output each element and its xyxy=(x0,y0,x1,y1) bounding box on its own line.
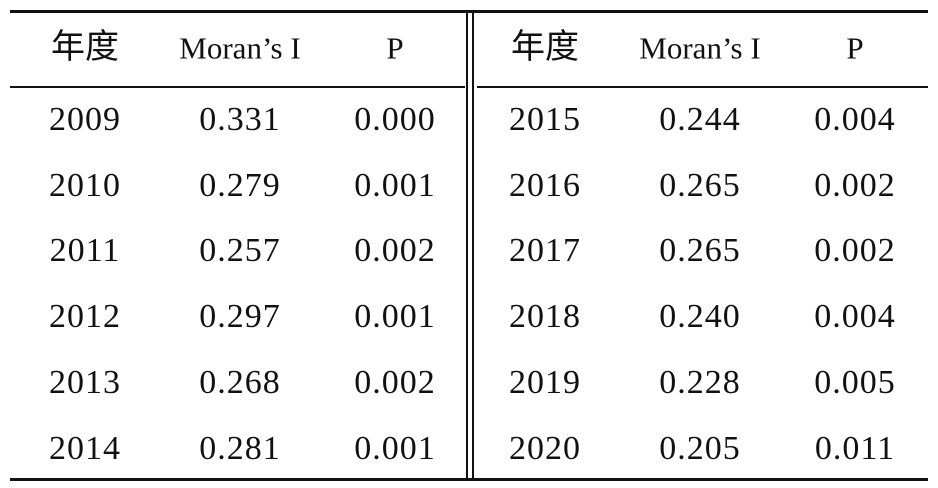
header-cell: P xyxy=(846,30,864,66)
cell: 0.297 xyxy=(199,298,281,335)
cell: 2019 xyxy=(509,364,581,401)
cell: 0.001 xyxy=(354,167,436,204)
cell: 0.000 xyxy=(354,101,436,138)
cell: 0.002 xyxy=(814,167,896,204)
cell: 0.205 xyxy=(659,430,741,467)
cell: 0.001 xyxy=(354,298,436,335)
cell: 0.005 xyxy=(814,364,896,401)
cell: 2012 xyxy=(49,298,121,335)
cell: 0.279 xyxy=(199,167,281,204)
cell: 2017 xyxy=(509,232,581,269)
cell: 0.001 xyxy=(354,430,436,467)
cell: 0.228 xyxy=(659,364,741,401)
cell: 2014 xyxy=(49,430,121,467)
cell: 0.004 xyxy=(814,101,896,138)
cell: 0.240 xyxy=(659,298,741,335)
cell: 2018 xyxy=(509,298,581,335)
cell: 0.257 xyxy=(199,232,281,269)
cell: 0.265 xyxy=(659,232,741,269)
cell: 2011 xyxy=(49,232,121,269)
cell: 2016 xyxy=(509,167,581,204)
cell: 0.268 xyxy=(199,364,281,401)
header-rule xyxy=(10,86,465,88)
bottom-rule xyxy=(10,478,928,481)
divider xyxy=(472,10,474,481)
cell: 2020 xyxy=(509,430,581,467)
cell: 0.002 xyxy=(354,364,436,401)
top-rule xyxy=(10,10,928,13)
header-cell: 年度 xyxy=(511,29,579,66)
cell: 0.011 xyxy=(814,430,896,467)
header-rule xyxy=(477,86,928,88)
header-cell: P xyxy=(386,30,404,66)
cell: 0.281 xyxy=(199,430,281,467)
cell: 0.004 xyxy=(814,298,896,335)
divider xyxy=(466,10,468,481)
cell: 0.002 xyxy=(814,232,896,269)
cell: 2010 xyxy=(49,167,121,204)
cell: 0.244 xyxy=(659,101,741,138)
cell: 2013 xyxy=(49,364,121,401)
cell: 2009 xyxy=(49,101,121,138)
cell: 0.265 xyxy=(659,167,741,204)
cell: 0.002 xyxy=(354,232,436,269)
header-cell: 年度 xyxy=(51,29,119,66)
cell: 0.331 xyxy=(199,101,281,138)
header-cell: Moran’s I xyxy=(179,30,301,66)
cell: 2015 xyxy=(509,101,581,138)
header-cell: Moran’s I xyxy=(639,30,761,66)
